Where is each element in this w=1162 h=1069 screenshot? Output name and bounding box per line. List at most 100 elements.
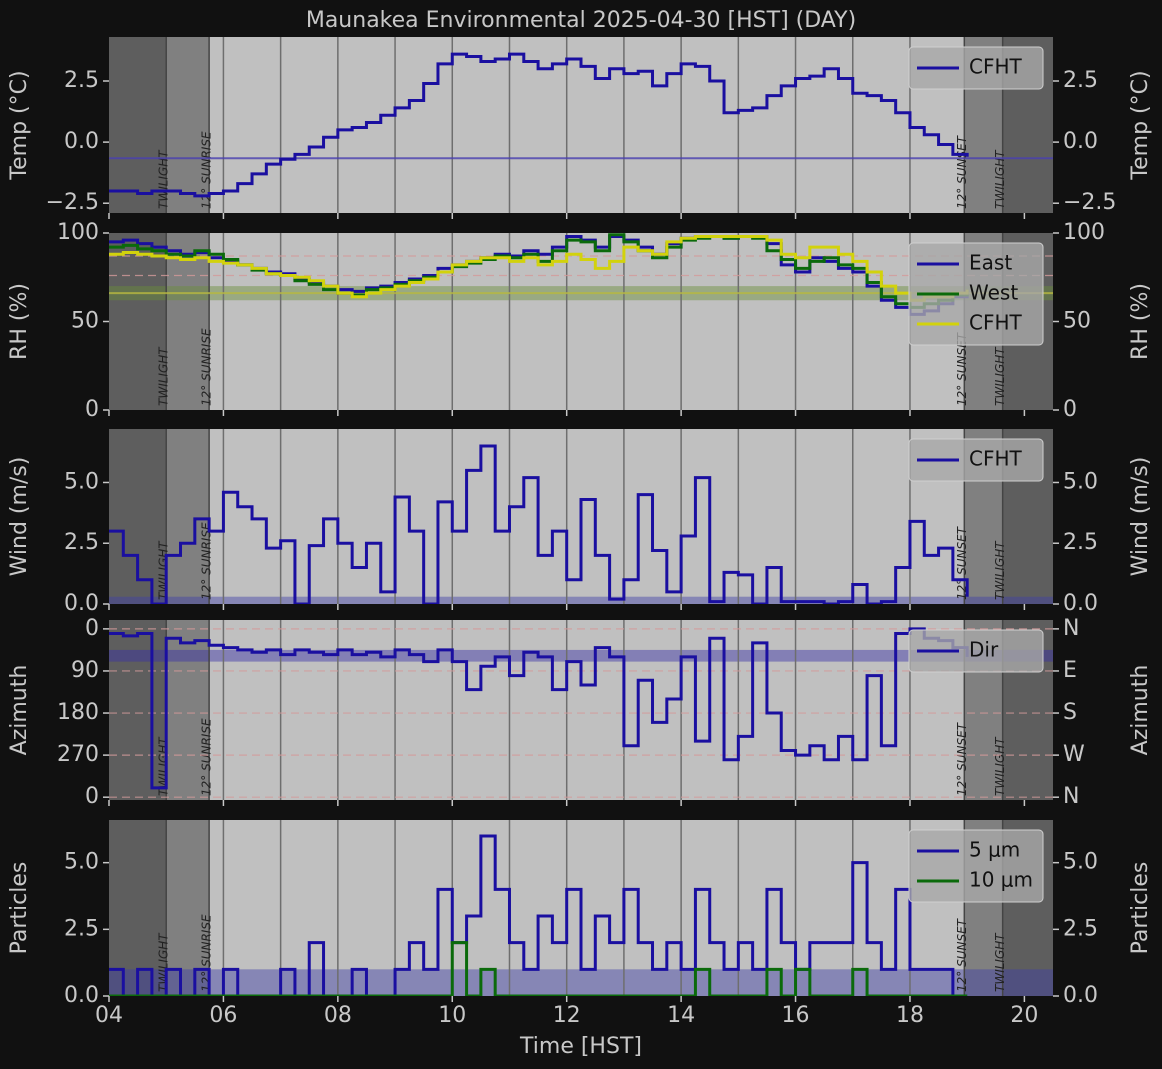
y-tick-label: 180	[57, 700, 99, 725]
x-tick-label: 06	[209, 1003, 237, 1028]
y2-tick-label: N	[1063, 616, 1079, 641]
y-tick-label: 100	[57, 220, 99, 245]
x-tick-label: 18	[896, 1003, 924, 1028]
y-tick-label: 5.0	[64, 469, 99, 494]
y2-tick-label: 5.0	[1063, 469, 1098, 494]
y2-tick-label: 2.5	[1063, 916, 1098, 941]
y-axis-label: Temp (°C)	[7, 70, 32, 180]
y2-axis-label: Wind (m/s)	[1128, 457, 1153, 577]
y2-tick-label: 2.5	[1063, 68, 1098, 93]
y2-axis-label: Azimuth	[1128, 665, 1153, 756]
band	[109, 596, 1053, 604]
y-axis-label: Wind (m/s)	[7, 457, 32, 577]
y2-tick-label: W	[1063, 742, 1085, 767]
legend-box	[908, 242, 1044, 346]
x-tick-label: 10	[438, 1003, 466, 1028]
y2-tick-label: 0.0	[1063, 129, 1098, 154]
sun-shade	[109, 233, 167, 410]
y-tick-label: −2.5	[46, 190, 99, 215]
sun-event-label: TWILIGHT	[157, 149, 171, 209]
sun-event-label: TWILIGHT	[157, 932, 171, 992]
sun-shade	[209, 429, 965, 604]
y2-axis-label: RH (%)	[1128, 283, 1153, 360]
sun-shade	[166, 429, 210, 604]
sun-event-label: TWILIGHT	[993, 346, 1007, 406]
y2-axis-label: Particles	[1128, 862, 1153, 955]
legend-label: 10 μm	[969, 868, 1033, 892]
legend-label: West	[969, 281, 1018, 305]
y2-tick-label: −2.5	[1063, 190, 1116, 215]
legend-label: East	[969, 251, 1012, 275]
y-tick-label: 0.0	[64, 983, 99, 1008]
y-axis-label: Particles	[7, 862, 32, 955]
sun-event-label: 12° SUNRISE	[200, 718, 214, 796]
sun-shade	[209, 820, 965, 996]
series-line	[109, 627, 969, 790]
y-axis-label: RH (%)	[7, 283, 32, 360]
y-tick-label: 0.0	[64, 129, 99, 154]
legend-label: CFHT	[969, 55, 1023, 79]
sun-shade	[166, 37, 210, 213]
y-tick-label: 2.5	[64, 916, 99, 941]
sun-event-label: 12° SUNRISE	[200, 522, 214, 600]
y-tick-label: 0	[85, 397, 99, 422]
sun-event-label: 12° SUNRISE	[200, 328, 214, 406]
y-tick-label: 2.5	[64, 68, 99, 93]
y2-tick-label: 5.0	[1063, 850, 1098, 875]
sun-shade	[166, 820, 210, 996]
panel: TWILIGHT 12° SUNRISE 12° SUNSET TWILIGHT	[109, 820, 1053, 996]
sun-event-label: 12° SUNSET	[955, 331, 969, 406]
legend-box	[908, 629, 1044, 673]
y-tick-label: 0	[85, 784, 99, 809]
y-tick-label: 270	[57, 742, 99, 767]
x-tick-label: 20	[1010, 1003, 1038, 1028]
x-tick-label: 16	[782, 1003, 810, 1028]
series-line	[109, 52, 969, 198]
x-tick-label: 14	[667, 1003, 695, 1028]
y2-tick-label: 2.5	[1063, 530, 1098, 555]
legend-box	[908, 46, 1044, 90]
sun-event-label: TWILIGHT	[993, 736, 1007, 796]
y2-tick-label: 0.0	[1063, 591, 1098, 616]
y-tick-label: 50	[71, 309, 99, 334]
legend-box	[908, 438, 1044, 482]
sun-shade	[209, 620, 965, 800]
x-axis-label: Time [HST]	[519, 1034, 642, 1059]
sun-shade	[166, 233, 210, 410]
legend-label: CFHT	[969, 311, 1023, 335]
y2-tick-label: 50	[1063, 309, 1091, 334]
sun-event-label: 12° SUNRISE	[200, 914, 214, 992]
y2-axis-label: Temp (°C)	[1128, 70, 1153, 180]
sun-event-label: TWILIGHT	[157, 346, 171, 406]
y-axis-label: Azimuth	[7, 665, 32, 756]
y-tick-label: 0.0	[64, 591, 99, 616]
legend-label: 5 μm	[969, 838, 1020, 862]
sun-event-label: 12° SUNRISE	[200, 131, 214, 209]
sun-shade	[109, 620, 167, 800]
y2-tick-label: E	[1063, 658, 1077, 683]
y-tick-label: 0	[85, 616, 99, 641]
y2-tick-label: 0	[1063, 397, 1077, 422]
sun-event-label: TWILIGHT	[157, 540, 171, 600]
y-tick-label: 2.5	[64, 530, 99, 555]
y2-tick-label: S	[1063, 700, 1077, 725]
y-tick-label: 5.0	[64, 850, 99, 875]
band	[109, 649, 1053, 662]
x-tick-label: 12	[553, 1003, 581, 1028]
sun-event-label: 12° SUNSET	[955, 721, 969, 796]
panel: TWILIGHT 12° SUNRISE 12° SUNSET TWILIGHT	[109, 429, 1053, 604]
y-tick-label: 90	[71, 658, 99, 683]
sun-event-label: TWILIGHT	[993, 149, 1007, 209]
sun-shade	[166, 620, 210, 800]
x-tick-label: 08	[324, 1003, 352, 1028]
sun-event-label: TWILIGHT	[993, 932, 1007, 992]
sun-event-label: 12° SUNSET	[955, 525, 969, 600]
legend-label: CFHT	[969, 447, 1023, 471]
x-tick-label: 04	[95, 1003, 123, 1028]
sun-event-label: 12° SUNSET	[955, 134, 969, 209]
sun-event-label: 12° SUNSET	[955, 917, 969, 992]
y2-tick-label: N	[1063, 784, 1079, 809]
sun-shade	[109, 37, 167, 213]
